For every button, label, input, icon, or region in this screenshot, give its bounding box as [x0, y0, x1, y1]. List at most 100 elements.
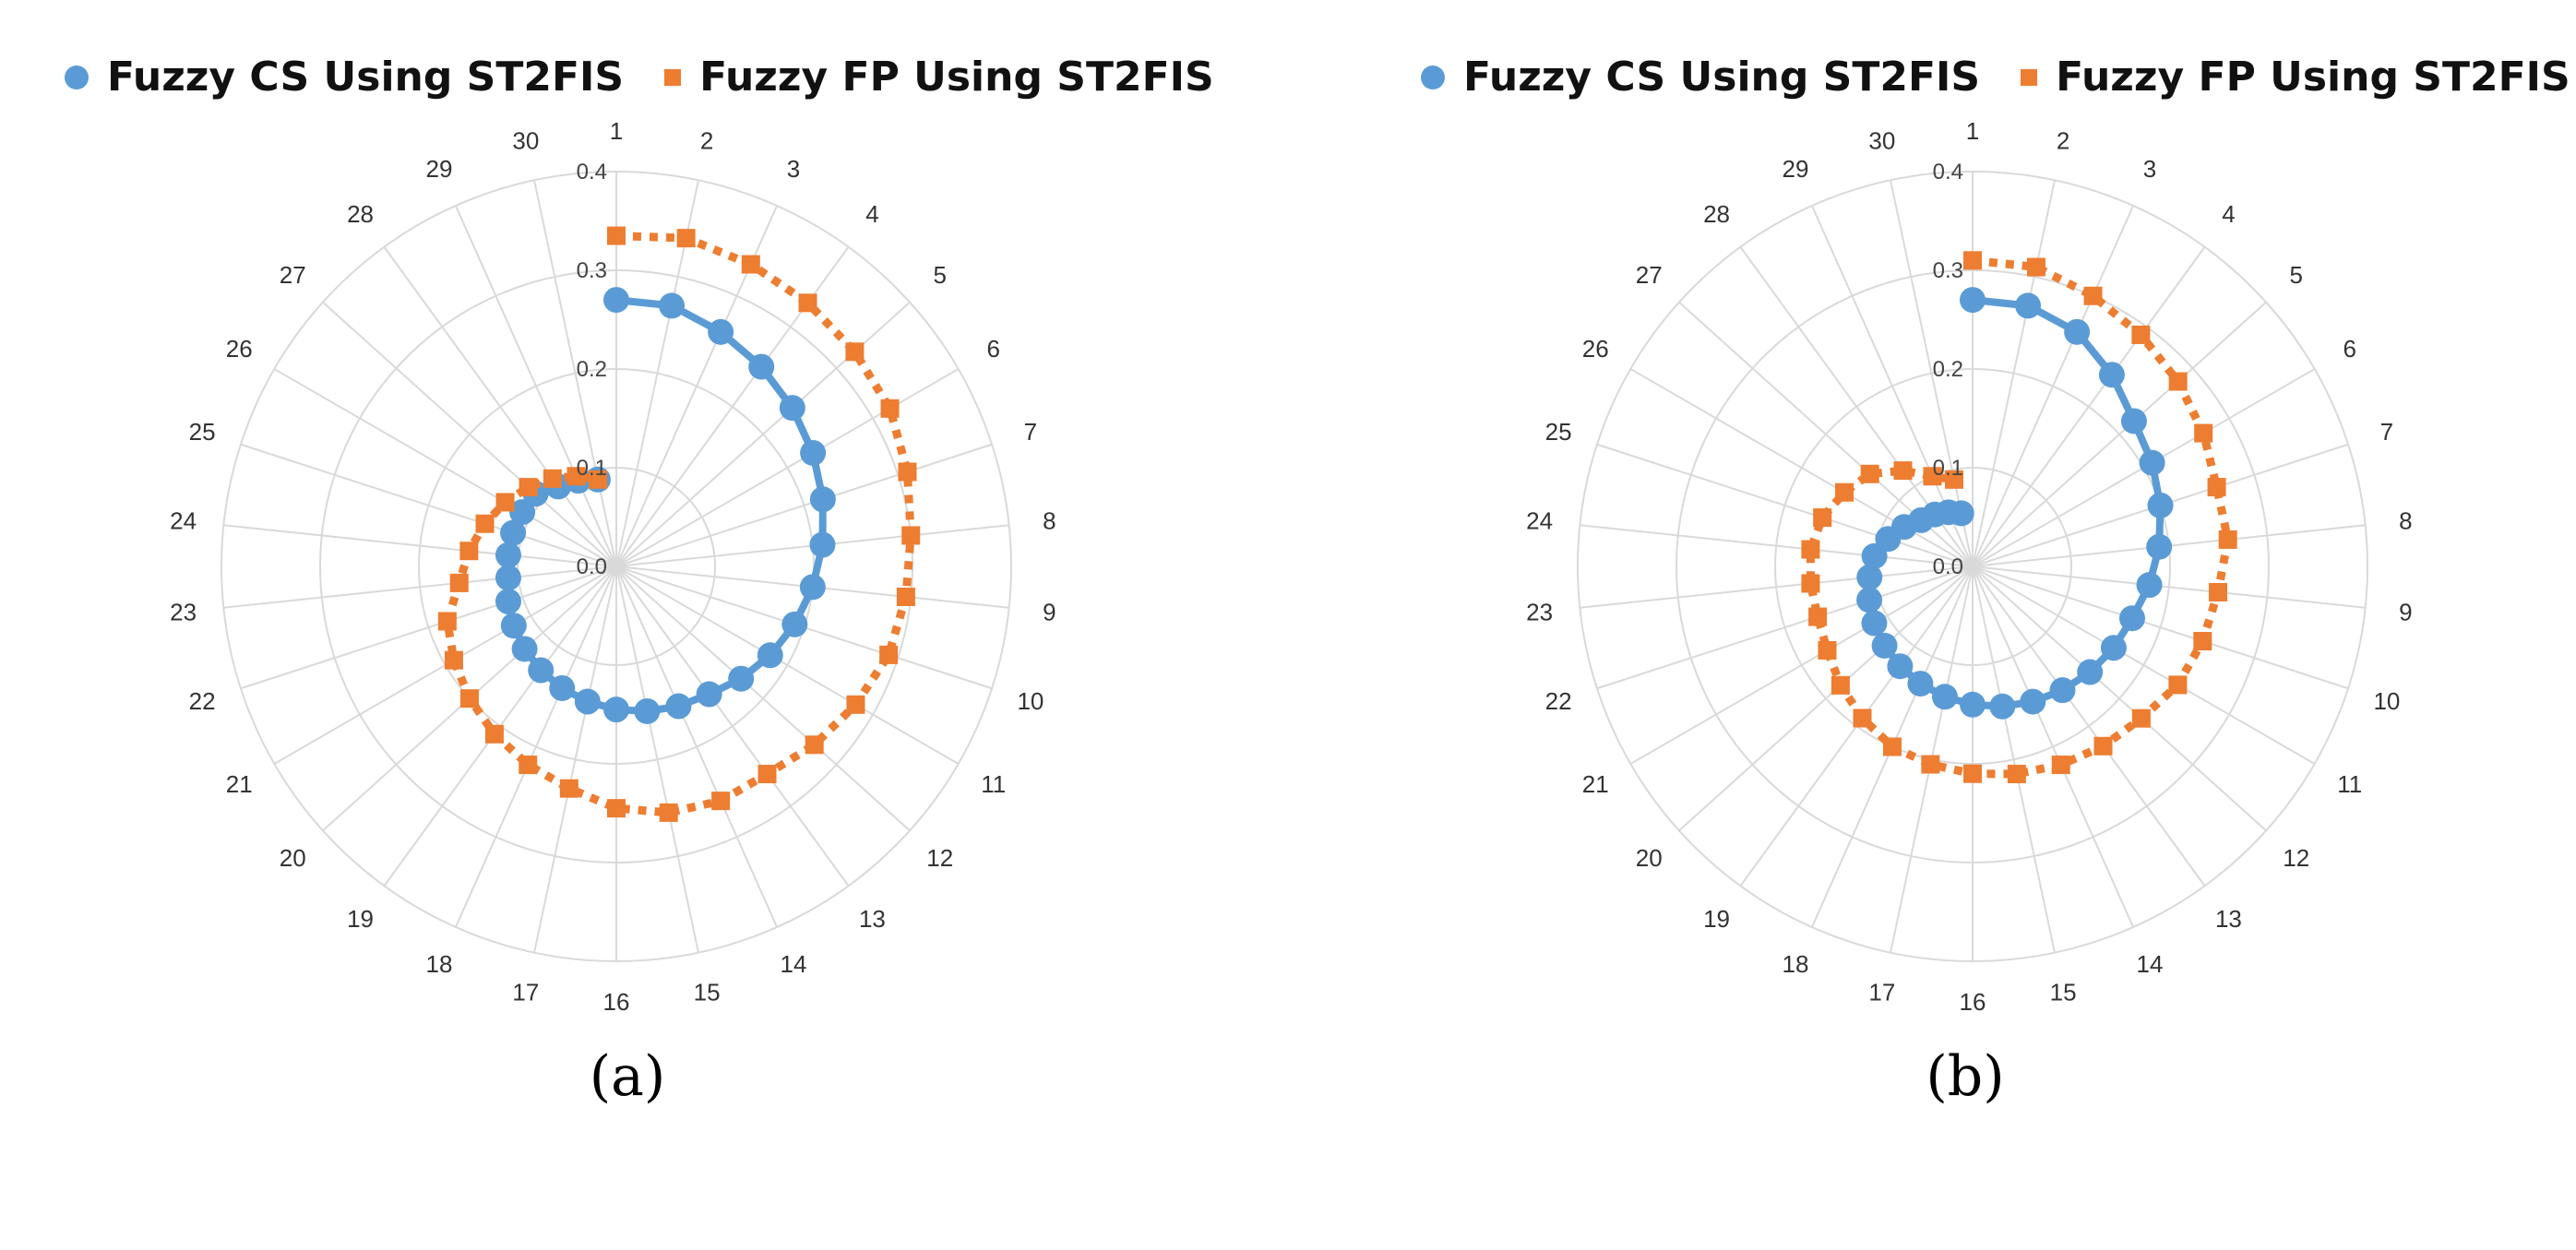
category-label: 11 — [2337, 770, 2362, 798]
data-point — [2136, 572, 2163, 599]
chart-panel-a: Fuzzy CS Using ST2FIS Fuzzy FP Using ST2… — [65, 54, 1214, 1109]
category-label: 30 — [1868, 126, 1895, 154]
category-label: 23 — [1526, 598, 1553, 625]
category-label: 16 — [603, 988, 630, 1016]
radial-tick-label: 0.4 — [577, 160, 607, 185]
grid-spoke — [1972, 180, 2056, 567]
category-label: 16 — [1960, 988, 1986, 1016]
data-point — [728, 665, 755, 692]
data-point — [475, 514, 495, 533]
legend-b: Fuzzy CS Using ST2FIS Fuzzy FP Using ST2… — [1421, 54, 2570, 101]
data-point — [1960, 287, 1986, 314]
data-point — [2020, 688, 2046, 715]
category-label: 13 — [859, 905, 886, 933]
category-label: 24 — [1526, 507, 1553, 535]
data-point — [1853, 708, 1872, 728]
data-point — [799, 574, 826, 601]
data-point — [781, 611, 808, 637]
data-point — [509, 499, 536, 526]
data-point — [1861, 610, 1888, 637]
data-point — [559, 779, 578, 798]
data-point — [495, 542, 521, 568]
data-point — [2146, 533, 2173, 560]
data-point — [1882, 737, 1902, 756]
data-point — [2193, 632, 2212, 651]
category-label: 12 — [2283, 844, 2309, 872]
caption-a: (a) — [589, 1044, 666, 1109]
category-label: 8 — [2399, 507, 2412, 535]
grid-spoke — [383, 246, 617, 567]
grid-spoke — [1972, 565, 2316, 765]
category-label: 27 — [280, 261, 306, 289]
data-point — [1835, 482, 1854, 502]
data-point — [2118, 605, 2145, 632]
radial-tick-labels: 0.0 0.1 0.2 0.3 0.4 — [577, 160, 607, 579]
grid-spoke — [240, 443, 617, 567]
data-point — [809, 486, 836, 513]
category-label: 18 — [426, 950, 453, 978]
grid-spoke — [1972, 565, 2206, 887]
category-label: 6 — [987, 335, 1000, 363]
data-point — [1948, 500, 1974, 527]
radial-tick-label: 0.2 — [1933, 357, 1963, 382]
data-point — [2083, 286, 2103, 305]
legend-cs-label: Fuzzy CS Using ST2FIS — [1463, 54, 1981, 101]
grid-spoke — [615, 565, 699, 953]
category-label: 5 — [934, 261, 947, 289]
category-label: 23 — [170, 598, 197, 625]
data-point — [676, 229, 696, 248]
legend-item-fp: Fuzzy FP Using ST2FIS — [2021, 54, 2570, 101]
data-point — [880, 399, 900, 418]
category-label: 6 — [2343, 335, 2356, 363]
data-point — [511, 636, 538, 662]
grid-spoke — [615, 565, 960, 765]
grid-spoke — [455, 565, 617, 928]
legend-fp-square-icon — [664, 68, 682, 86]
grid-spoke — [1580, 524, 1974, 567]
data-point — [459, 689, 479, 708]
grid-spoke — [1972, 565, 2349, 690]
data-point — [2015, 292, 2042, 319]
category-label: 8 — [1043, 507, 1055, 535]
data-point — [1831, 675, 1850, 695]
data-point — [2131, 325, 2151, 344]
category-label: 12 — [926, 844, 953, 872]
data-point — [519, 756, 538, 775]
grid-spoke — [1972, 565, 2134, 928]
data-point — [1944, 470, 1963, 489]
data-point — [607, 226, 626, 245]
grid-spoke — [615, 565, 850, 887]
data-point — [696, 681, 722, 708]
legend-cs-label: Fuzzy CS Using ST2FIS — [107, 54, 625, 101]
grid-spoke — [615, 565, 911, 832]
data-point — [1856, 564, 1883, 590]
grid-spoke — [322, 301, 617, 567]
category-label: 21 — [226, 770, 253, 798]
data-point — [2207, 478, 2226, 497]
data-point — [2168, 372, 2188, 391]
radial-tick-label: 0.0 — [1933, 554, 1963, 579]
category-label: 7 — [1024, 418, 1037, 446]
series-line — [443, 232, 915, 817]
data-point — [484, 724, 504, 744]
category-label: 30 — [512, 126, 539, 154]
grid-spoke — [240, 565, 617, 690]
data-point — [1907, 671, 1934, 697]
grid-spoke — [1629, 368, 1974, 567]
data-point — [2131, 708, 2151, 728]
data-point — [549, 674, 576, 701]
category-label: 17 — [512, 979, 539, 1006]
data-point — [2218, 530, 2237, 549]
data-point — [901, 526, 921, 545]
data-point — [607, 799, 626, 818]
data-point — [2194, 423, 2213, 443]
data-point — [798, 293, 817, 313]
data-point — [2168, 675, 2188, 695]
data-point — [846, 695, 865, 714]
data-point — [1856, 587, 1883, 613]
radar-chart-b: 1 234567891011121314151617181920212223242… — [1526, 117, 2413, 1016]
data-point — [779, 395, 805, 422]
series-fp — [437, 226, 921, 822]
category-label: 25 — [189, 418, 216, 446]
radar-chart-a: 1 234567891011121314151617181920212223242… — [170, 117, 1056, 1016]
